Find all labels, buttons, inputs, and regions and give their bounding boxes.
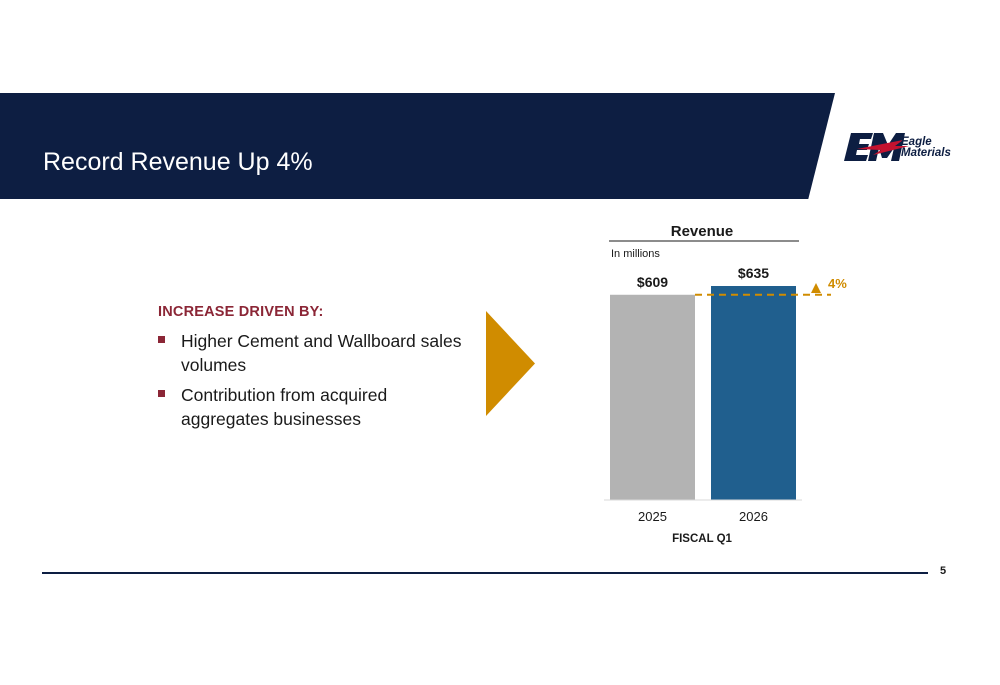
tick-label-2026: 2026 [739, 509, 768, 524]
bullet-square-icon [158, 336, 165, 343]
bars-layer: $609 2025 $635 2026 4% [610, 265, 847, 524]
logo-name: Eagle Materials [901, 136, 951, 159]
list-item: Higher Cement and Wallboard sales volume… [158, 329, 466, 377]
tick-label-2025: 2025 [638, 509, 667, 524]
bullet-text: Higher Cement and Wallboard sales volume… [181, 331, 462, 375]
change-label: 4% [828, 276, 847, 291]
bar-2025 [610, 294, 695, 500]
drivers-heading: INCREASE DRIVEN BY: [158, 304, 324, 320]
drivers-list: Higher Cement and Wallboard sales volume… [158, 329, 466, 437]
up-arrow-icon [811, 283, 821, 293]
data-label-2025: $609 [637, 274, 668, 290]
logo-word-materials: Materials [901, 147, 951, 159]
chart-x-axis-label: FISCAL Q1 [672, 533, 732, 545]
page-number: 5 [940, 565, 947, 577]
chart-title: Revenue [671, 223, 734, 240]
bullet-square-icon [158, 390, 165, 397]
title-banner [0, 93, 835, 199]
footer-rule [42, 572, 928, 574]
chart-subtitle: In millions [611, 248, 660, 260]
list-item: Contribution from acquired aggregates bu… [158, 383, 466, 431]
bullet-text: Contribution from acquired aggregates bu… [181, 385, 388, 429]
eagle-materials-logo-icon [844, 133, 909, 161]
data-label-2026: $635 [738, 265, 769, 281]
slide-title: Record Revenue Up 4% [43, 148, 313, 176]
bar-2026 [711, 286, 796, 500]
logo-word-eagle: Eagle [901, 136, 932, 148]
